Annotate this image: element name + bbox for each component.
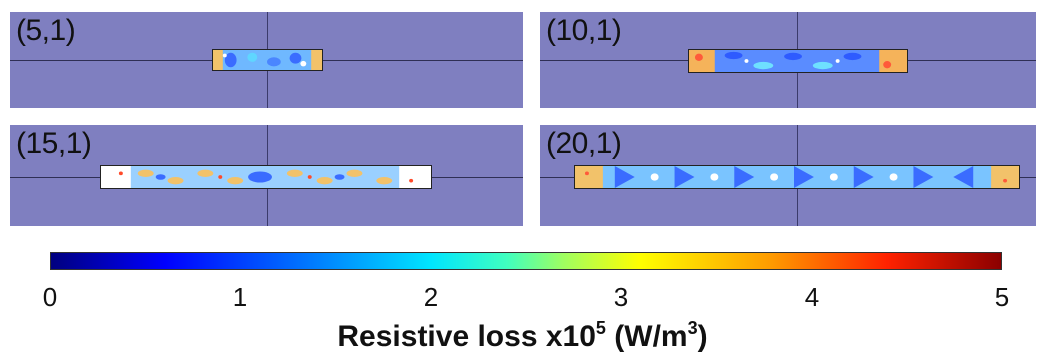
panel-10-1: (10,1) [540, 12, 1036, 108]
panel-5-1: (5,1) [10, 12, 523, 108]
field-strip [212, 49, 323, 71]
colorbar-title: Resistive loss x105 (W/m3) [0, 318, 1045, 354]
panel-label: (10,1) [546, 14, 622, 47]
colorbar-tick-label: 3 [613, 282, 629, 312]
panel-label: (5,1) [16, 14, 76, 47]
field-strip [688, 49, 908, 73]
panel-label: (20,1) [546, 127, 622, 160]
panel-20-1: (20,1) [540, 125, 1036, 226]
colorbar-tick-label: 0 [42, 282, 58, 312]
colorbar-title-main: Resistive loss x10 [337, 320, 596, 353]
field-strip [100, 165, 432, 189]
panel-15-1: (15,1) [10, 125, 523, 226]
colorbar-tick-label: 1 [232, 282, 248, 312]
colorbar-title-exponent: 5 [595, 318, 606, 338]
field-strip [574, 165, 1020, 189]
colorbar-tick-label: 5 [994, 282, 1010, 312]
colorbar-title-unit: (W/m [605, 320, 688, 353]
colorbar-tick-label: 4 [804, 282, 820, 312]
colorbar-title-unit-close: ) [697, 320, 708, 353]
panel-label: (15,1) [16, 127, 92, 160]
colorbar-title-unit-exponent: 3 [687, 318, 698, 338]
colorbar [50, 252, 1002, 270]
colorbar-tick-label: 2 [423, 282, 439, 312]
